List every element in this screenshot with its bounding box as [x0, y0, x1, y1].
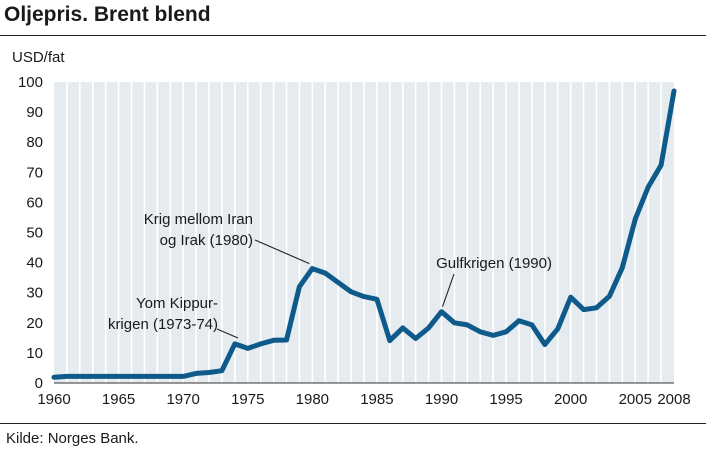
annotation-leader	[254, 239, 310, 265]
annotation-label: og Irak (1980)	[160, 232, 253, 249]
annotation-leader	[216, 328, 239, 339]
source-note: Kilde: Norges Bank.	[6, 430, 139, 447]
x-tick-label: 1975	[231, 391, 264, 408]
annotation-label: Yom Kippur-	[136, 295, 218, 312]
y-tick-label: 70	[26, 164, 43, 181]
x-tick-label: 1995	[489, 391, 522, 408]
annotations-layer: Yom Kippur-krigen (1973-74) Krig mellom I…	[108, 211, 552, 339]
x-tick-label: 1990	[425, 391, 458, 408]
x-tick-label: 1965	[102, 391, 135, 408]
y-tick-label: 50	[26, 225, 43, 242]
footer-divider	[0, 423, 706, 424]
annotation-leader	[441, 273, 455, 307]
y-tick-label: 80	[26, 134, 43, 151]
annotation-label: krigen (1973-74)	[108, 316, 218, 333]
series-line	[51, 88, 677, 380]
x-tick-label: 1960	[37, 391, 70, 408]
y-tick-label: 20	[26, 315, 43, 332]
axes: 0 10 20 30 40 50 60 70 80 90 100 1960 1965 1970 1975 19…	[12, 49, 691, 408]
annotation-label: Krig mellom Iran	[144, 211, 253, 228]
y-tick-label: 10	[26, 345, 43, 362]
title-divider	[0, 35, 706, 36]
annotation-label: Gulfkrigen (1990)	[436, 255, 552, 272]
chart-title: Oljepris. Brent blend	[4, 3, 211, 26]
x-tick-label: 2000	[554, 391, 587, 408]
series-layer	[51, 88, 677, 380]
y-tick-label: 30	[26, 285, 43, 302]
y-axis-unit: USD/fat	[12, 49, 65, 66]
x-tick-label: 2008	[657, 391, 690, 408]
x-tick-label: 2005	[619, 391, 652, 408]
y-tick-label: 100	[18, 74, 43, 91]
y-tick-label: 40	[26, 255, 43, 272]
y-tick-label: 0	[35, 375, 43, 392]
x-tick-label: 1980	[296, 391, 329, 408]
y-tick-label: 90	[26, 104, 43, 121]
x-tick-label: 1970	[166, 391, 199, 408]
y-tick-label: 60	[26, 194, 43, 211]
x-tick-label: 1985	[360, 391, 393, 408]
oil-price-line-chart: 0 10 20 30 40 50 60 70 80 90 100 1960 1965 1970 1975 19…	[12, 49, 691, 408]
